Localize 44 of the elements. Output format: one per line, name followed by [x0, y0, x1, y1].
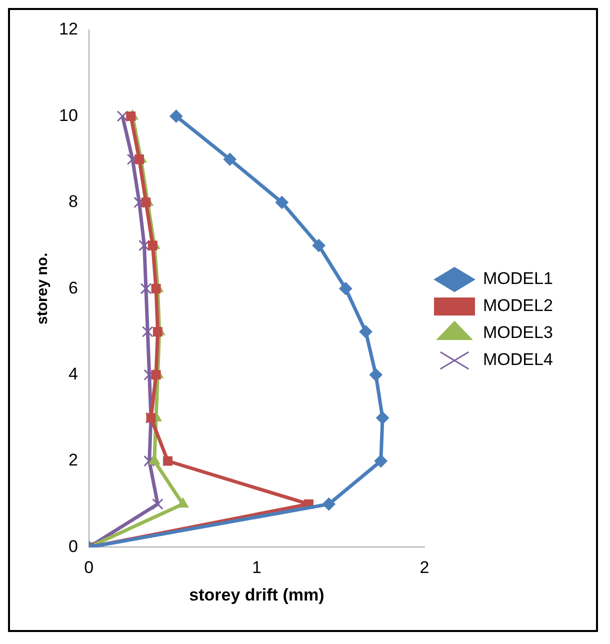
point — [134, 196, 145, 208]
point — [134, 154, 144, 164]
y-axis-title: storey no. — [34, 252, 52, 324]
point — [151, 370, 161, 380]
point — [369, 368, 382, 382]
y-tick-label: 6 — [68, 278, 78, 298]
y-tick-label: 4 — [68, 364, 78, 384]
point — [275, 196, 288, 209]
x-tick-label: 1 — [252, 558, 262, 578]
point — [126, 111, 136, 121]
point — [141, 198, 151, 208]
point — [359, 325, 372, 338]
point — [140, 282, 152, 294]
point — [339, 282, 352, 296]
point — [138, 240, 150, 252]
point — [163, 456, 173, 466]
legend-label: MODEL4 — [483, 350, 553, 370]
point — [312, 239, 326, 252]
point — [322, 498, 336, 511]
point — [177, 498, 189, 508]
point — [142, 326, 154, 338]
point — [126, 154, 138, 165]
x-tick-label: 2 — [420, 558, 430, 578]
y-tick-label: 8 — [68, 192, 78, 212]
y-tick-label: 12 — [58, 20, 78, 39]
point — [116, 110, 128, 122]
point — [152, 498, 164, 510]
x-tick-label: 0 — [84, 558, 94, 578]
point — [144, 455, 156, 467]
point — [144, 369, 156, 380]
legend-label: MODEL3 — [483, 323, 553, 342]
y-tick-label: 2 — [68, 450, 78, 470]
legend-label: MODEL2 — [483, 296, 553, 316]
y-tick-label: 0 — [68, 536, 78, 556]
point — [376, 411, 390, 424]
y-tick-label: 10 — [58, 106, 78, 125]
point — [170, 110, 183, 123]
legend-label: MODEL1 — [483, 269, 553, 288]
point — [148, 240, 158, 250]
point — [152, 326, 162, 336]
point — [374, 454, 388, 468]
point — [223, 152, 236, 166]
point — [151, 284, 161, 294]
x-axis-title: storey drift (mm) — [189, 585, 324, 604]
